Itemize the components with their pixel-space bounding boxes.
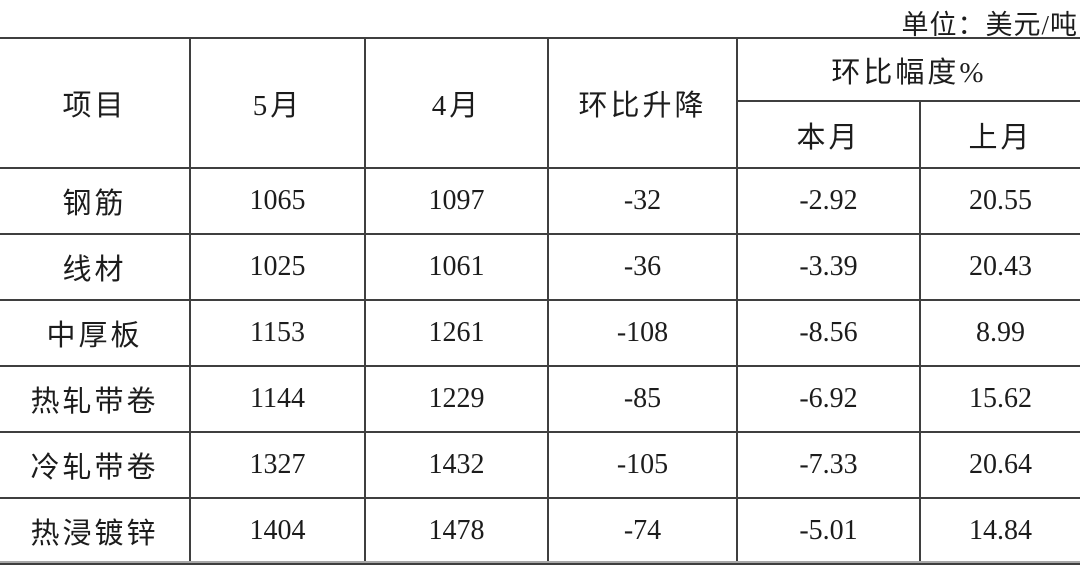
table-row: 中厚板 1153 1261 -108 -8.56 8.99 [0, 299, 1080, 367]
cell-april: 1097 [364, 167, 549, 235]
cell-april: 1261 [364, 299, 549, 367]
header-mom-change: 环比升降 [547, 37, 738, 169]
cell-pct-last-month: 14.84 [918, 497, 1080, 565]
cell-item: 线材 [0, 233, 191, 301]
cell-pct-last-month: 20.64 [918, 431, 1080, 499]
cell-pct-last-month: 20.43 [918, 233, 1080, 301]
cell-change: -108 [547, 299, 738, 367]
cell-change: -74 [547, 497, 738, 565]
cell-item: 热轧带卷 [0, 365, 191, 433]
cell-april: 1061 [364, 233, 549, 301]
cell-may: 1327 [189, 431, 366, 499]
table-row: 冷轧带卷 1327 1432 -105 -7.33 20.64 [0, 431, 1080, 499]
unit-label: 单位：美元/吨 [901, 10, 1078, 40]
cell-april: 1229 [364, 365, 549, 433]
cell-may: 1404 [189, 497, 366, 565]
table-row: 热轧带卷 1144 1229 -85 -6.92 15.62 [0, 365, 1080, 433]
header-item: 项目 [0, 37, 191, 169]
bottom-rule-divider [0, 561, 1080, 563]
cell-may: 1153 [189, 299, 366, 367]
cell-pct-last-month: 15.62 [918, 365, 1080, 433]
cell-pct-this-month: -2.92 [736, 167, 921, 235]
cell-item: 中厚板 [0, 299, 191, 367]
header-row-top: 项目 5月 4月 环比升降 环比幅度% [0, 37, 1080, 169]
cell-april: 1432 [364, 431, 549, 499]
cell-change: -32 [547, 167, 738, 235]
cell-pct-this-month: -6.92 [736, 365, 921, 433]
header-mom-pct-group: 环比幅度% [735, 37, 1080, 102]
cell-may: 1065 [189, 167, 366, 235]
cell-item: 冷轧带卷 [0, 431, 191, 499]
cell-change: -105 [547, 431, 738, 499]
cell-pct-this-month: -3.39 [736, 233, 921, 301]
table-row: 钢筋 1065 1097 -32 -2.92 20.55 [0, 167, 1080, 235]
cell-pct-this-month: -5.01 [736, 497, 921, 565]
header-row-sub: 本月 上月 [0, 100, 1080, 169]
cell-pct-this-month: -8.56 [736, 299, 921, 367]
cell-pct-last-month: 20.55 [918, 167, 1080, 235]
header-april: 4月 [364, 37, 549, 169]
steel-price-table: 项目 5月 4月 环比升降 环比幅度% 本月 上月 钢筋 1065 1097 -… [0, 37, 1080, 565]
cell-change: -85 [547, 365, 738, 433]
cell-pct-last-month: 8.99 [918, 299, 1080, 367]
cell-may: 1025 [189, 233, 366, 301]
cell-item: 热浸镀锌 [0, 497, 191, 565]
cell-april: 1478 [364, 497, 549, 565]
cell-item: 钢筋 [0, 167, 191, 235]
header-last-month: 上月 [918, 100, 1080, 169]
header-this-month: 本月 [736, 100, 921, 169]
table-row: 线材 1025 1061 -36 -3.39 20.43 [0, 233, 1080, 301]
cell-change: -36 [547, 233, 738, 301]
header-may: 5月 [189, 37, 366, 169]
table-row: 热浸镀锌 1404 1478 -74 -5.01 14.84 [0, 497, 1080, 565]
cell-may: 1144 [189, 365, 366, 433]
cell-pct-this-month: -7.33 [736, 431, 921, 499]
